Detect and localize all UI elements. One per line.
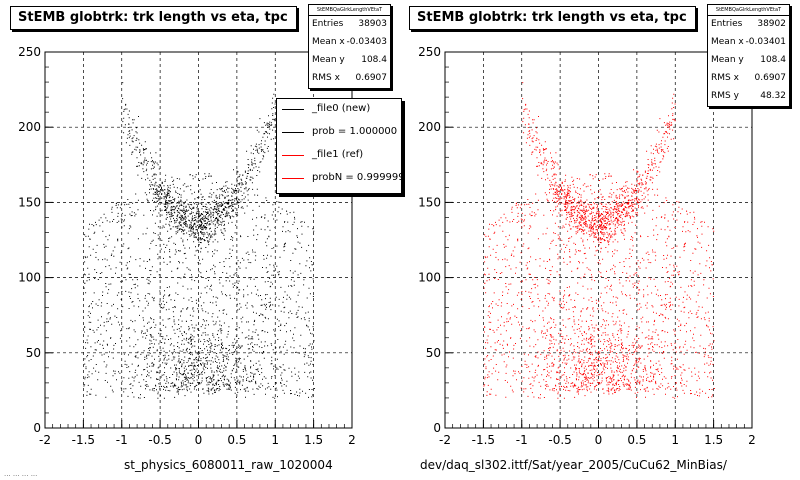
left-y-tick-label: 50 [26, 346, 41, 360]
right-stats-box: StEMBQaGlrkLengthVEtaT Entries 38902 Mean… [707, 4, 790, 107]
legend-label-probn: probN = 0.999999 [312, 172, 402, 183]
right-x-tick-label: -2 [439, 433, 451, 447]
right-y-tick-label: 250 [418, 45, 441, 59]
right-x-tick-label: 2 [748, 433, 756, 447]
right-x-tick-label: 1.5 [704, 433, 723, 447]
left-x-axis-title: st_physics_6080011_raw_1020004 [124, 458, 333, 472]
legend-label-file1: _file1 (ref) [312, 149, 364, 160]
legend-entry-file0: _file0 (new) [277, 99, 401, 121]
left-x-tick-label: 0.5 [227, 433, 246, 447]
left-x-tick-label: 0 [195, 433, 203, 447]
legend-entry-file1: _file1 (ref) [277, 145, 401, 167]
right-y-tick-label: 100 [418, 271, 441, 285]
right-stats-mean-x: Mean x -0.03401 [711, 37, 786, 47]
right-scatter-plot: -2 -1.5 -1 -0.5 0 0.5 1 1.5 2 0 50 100 150 200 250 [418, 45, 756, 447]
right-x-axis-title: dev/daq_sl302.ittf/Sat/year_2005/CuCu62_… [420, 458, 727, 472]
left-y-tick-label: 100 [18, 271, 41, 285]
right-stats-rms-x: RMS x 0.6907 [711, 73, 786, 83]
footer-note: ... ... ... ... [4, 470, 38, 478]
right-x-tick-label: -1 [516, 433, 528, 447]
legend-entry-prob: prob = 1.000000 [277, 122, 401, 144]
left-x-tick-label: 1.5 [304, 433, 323, 447]
right-stats-rms-y: RMS y 48.32 [711, 91, 786, 101]
legend-line-prob [282, 132, 304, 133]
right-y-tick-label: 150 [418, 195, 441, 209]
left-x-tick-label: -2 [39, 433, 51, 447]
legend-label-prob: prob = 1.000000 [312, 126, 398, 137]
left-chart-title: StEMB globtrk: trk length vs eta, tpc [10, 6, 297, 30]
left-y-tick-label: 250 [18, 45, 41, 59]
left-x-tick-label: 2 [348, 433, 356, 447]
left-y-tick-label: 150 [18, 195, 41, 209]
left-legend: _file0 (new) prob = 1.000000 _file1 (ref… [276, 98, 402, 194]
right-y-tick-label: 50 [426, 346, 441, 360]
left-x-tick-label: -1 [116, 433, 128, 447]
right-chart-title: StEMB globtrk: trk length vs eta, tpc [409, 6, 696, 30]
left-x-tick-label: -1.5 [72, 433, 95, 447]
legend-line-file0 [282, 109, 304, 110]
left-scatter-points [83, 82, 315, 399]
left-panel: -2 -1.5 -1 -0.5 0 0.5 1 1.5 2 0 50 100 150 200 250 StE… [10, 4, 402, 472]
left-x-tick-label: -0.5 [148, 433, 171, 447]
legend-line-file1 [282, 155, 304, 156]
legend-label-file0: _file0 (new) [312, 103, 371, 114]
right-panel: -2 -1.5 -1 -0.5 0 0.5 1 1.5 2 0 50 100 150 200 250 StE… [400, 0, 800, 480]
left-stats-mean-x: Mean x -0.03403 [312, 37, 387, 47]
left-stats-rms-x: RMS x 0.6907 [312, 73, 387, 83]
legend-entry-probn: probN = 0.999999 [277, 168, 401, 190]
right-scatter-points [483, 82, 715, 399]
right-stats-name: StEMBQaGlrkLengthVEtaT [708, 5, 789, 16]
right-x-tick-label: 0 [595, 433, 603, 447]
right-y-tick-label: 200 [418, 120, 441, 134]
left-stats-entries: Entries 38903 [312, 19, 387, 29]
right-x-tick-label: 1 [671, 433, 679, 447]
left-stats-mean-y: Mean y 108.4 [312, 55, 387, 65]
left-stats-box: StEMBQaGlrkLengthVEtaT Entries 38903 Mean… [308, 4, 391, 89]
right-x-tick-label: 0.5 [627, 433, 646, 447]
left-y-tick-label: 200 [18, 120, 41, 134]
right-x-tick-label: -1.5 [472, 433, 495, 447]
left-x-tick-label: 1 [271, 433, 279, 447]
left-y-tick-label: 0 [33, 421, 41, 435]
left-stats-name: StEMBQaGlrkLengthVEtaT [309, 5, 390, 16]
right-stats-mean-y: Mean y 108.4 [711, 55, 786, 65]
right-y-tick-label: 0 [433, 421, 441, 435]
legend-line-probn [282, 178, 304, 179]
right-stats-entries: Entries 38902 [711, 19, 786, 29]
right-x-tick-label: -0.5 [548, 433, 571, 447]
